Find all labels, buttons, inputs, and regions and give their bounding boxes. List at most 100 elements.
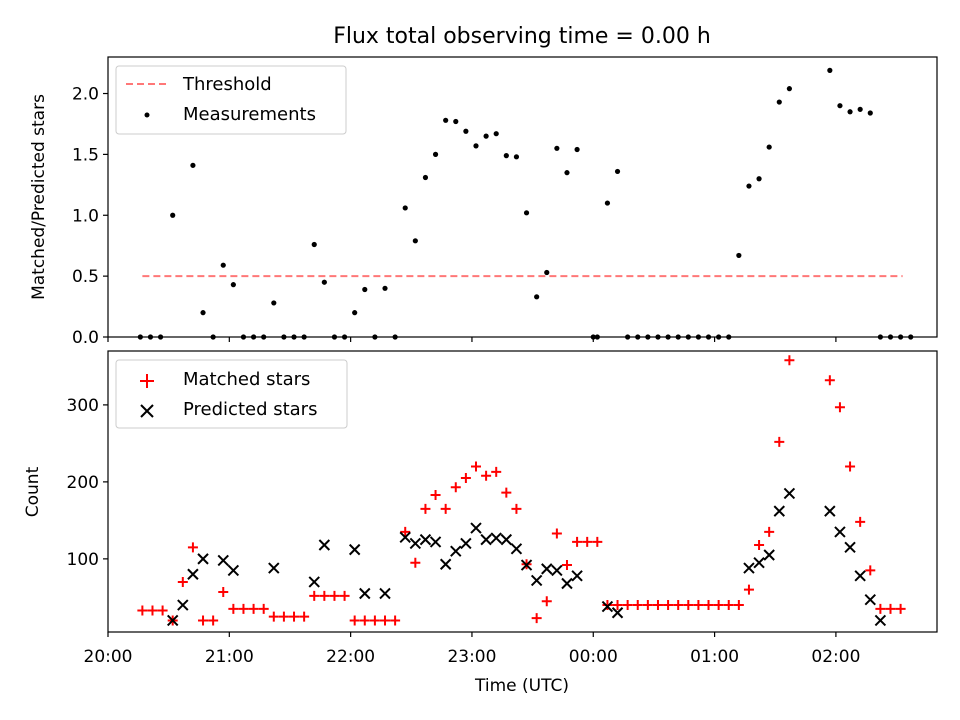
predicted-star-point bbox=[460, 537, 472, 550]
matched-star-point bbox=[572, 536, 583, 547]
predicted-legend-label: Predicted stars bbox=[183, 399, 317, 420]
measurement-point bbox=[554, 145, 560, 151]
matched-star-point bbox=[289, 611, 300, 622]
measurement-point bbox=[443, 117, 449, 123]
predicted-star-point bbox=[348, 543, 361, 556]
measurement-point bbox=[614, 168, 621, 175]
measurement-point bbox=[321, 279, 327, 285]
measurement-point bbox=[786, 86, 792, 92]
predicted-star-point bbox=[773, 505, 785, 517]
predicted-star-point bbox=[520, 559, 533, 571]
measurement-point bbox=[483, 133, 489, 139]
measurement-point bbox=[837, 103, 843, 109]
predicted-star-point bbox=[844, 541, 856, 554]
measurement-point bbox=[756, 176, 762, 182]
predicted-star-point bbox=[399, 531, 411, 544]
measurement-point bbox=[513, 154, 520, 160]
matched-star-point bbox=[450, 482, 461, 493]
predicted-star-point bbox=[268, 562, 280, 574]
top-legend-box bbox=[115, 65, 347, 135]
measurement-point bbox=[362, 286, 368, 293]
matched-star-point bbox=[147, 605, 158, 616]
predicted-star-point bbox=[197, 553, 209, 565]
predicted-star-point bbox=[753, 557, 765, 569]
matched-star-point bbox=[491, 466, 502, 477]
matched-star-point bbox=[612, 600, 623, 611]
top-plot-area: 0.0 0.5 1.0 1.5 2.0 bbox=[72, 67, 914, 348]
bottom-x-tick-label: 20:00 bbox=[84, 647, 133, 667]
matched-star-point bbox=[582, 536, 593, 547]
matched-star-point bbox=[278, 611, 289, 622]
predicted-star-point bbox=[571, 570, 583, 582]
measurement-point bbox=[402, 205, 408, 211]
predicted-star-point bbox=[834, 526, 846, 538]
matched-star-point bbox=[460, 473, 471, 484]
matched-star-point bbox=[319, 590, 330, 601]
matched-star-point bbox=[380, 615, 391, 626]
predicted-star-point bbox=[419, 533, 432, 546]
predicted-star-point bbox=[864, 593, 876, 606]
predicted-star-point bbox=[187, 568, 199, 580]
measurement-point bbox=[827, 67, 833, 73]
measurement-point bbox=[271, 300, 277, 306]
predicted-star-point bbox=[874, 614, 887, 627]
matched-star-point bbox=[592, 536, 603, 547]
matched-star-point bbox=[713, 600, 724, 611]
top-y-tick-label: 0.5 bbox=[72, 267, 99, 287]
matched-star-point bbox=[703, 600, 714, 611]
bottom-y-tick-label: 300 bbox=[67, 396, 99, 416]
bottom-legend-box bbox=[115, 359, 348, 429]
bottom-plot-area: 100 200 300 20:00 21:00 22:00 23:00 00:00 01:00 0… bbox=[67, 355, 906, 667]
measurement-point bbox=[230, 282, 236, 288]
matched-star-point bbox=[693, 600, 704, 611]
matched-star-point bbox=[329, 590, 340, 601]
predicted-star-point bbox=[166, 614, 179, 627]
measurements-legend-marker bbox=[144, 112, 150, 118]
predicted-star-point bbox=[601, 600, 614, 613]
predicted-star-point bbox=[500, 533, 513, 546]
bottom-x-axis-label: Time (UTC) bbox=[474, 676, 569, 696]
matched-star-point bbox=[440, 503, 451, 514]
measurement-point bbox=[220, 262, 226, 268]
bottom-axes-frame bbox=[107, 350, 938, 633]
matched-star-point bbox=[258, 603, 269, 614]
matched-star-point bbox=[248, 603, 259, 614]
matched-star-point bbox=[834, 402, 845, 413]
measurement-point bbox=[473, 143, 479, 149]
matched-star-point bbox=[845, 461, 856, 472]
measurement-point bbox=[847, 109, 853, 115]
bottom-x-tick-label: 01:00 bbox=[690, 647, 739, 667]
matched-star-point bbox=[268, 611, 279, 622]
matched-star-point bbox=[733, 600, 744, 611]
measurement-point bbox=[453, 118, 459, 125]
matched-star-point bbox=[228, 603, 239, 614]
top-y-axis-label: Matched/Predicted stars bbox=[29, 94, 49, 300]
predicted-star-point bbox=[551, 564, 563, 577]
matched-star-point bbox=[470, 461, 481, 472]
bottom-y-tick-label: 100 bbox=[67, 550, 99, 570]
matched-star-point bbox=[642, 600, 653, 611]
matched-star-point bbox=[410, 557, 421, 568]
predicted-star-point bbox=[227, 564, 240, 577]
matched-star-point bbox=[187, 542, 198, 553]
predicted-star-point bbox=[429, 536, 442, 548]
predicted-star-point bbox=[490, 532, 502, 544]
matched-star-point bbox=[481, 470, 492, 481]
matched-star-point bbox=[177, 576, 188, 587]
predicted-star-point bbox=[480, 533, 492, 546]
matched-star-point bbox=[420, 503, 431, 514]
matched-star-point bbox=[865, 565, 876, 576]
matched-star-point bbox=[157, 605, 168, 616]
measurement-point bbox=[523, 210, 530, 216]
top-y-tick-label: 2.0 bbox=[72, 85, 99, 105]
predicted-star-point bbox=[510, 543, 523, 555]
measurements-legend-label: Measurements bbox=[183, 104, 316, 125]
matched-star-point bbox=[602, 600, 613, 611]
matched-star-point bbox=[349, 615, 360, 626]
matched-star-point bbox=[723, 600, 734, 611]
matched-star-point bbox=[784, 355, 795, 366]
predicted-star-point bbox=[177, 599, 189, 611]
matched-star-point bbox=[875, 603, 886, 614]
matched-star-point bbox=[369, 615, 380, 626]
